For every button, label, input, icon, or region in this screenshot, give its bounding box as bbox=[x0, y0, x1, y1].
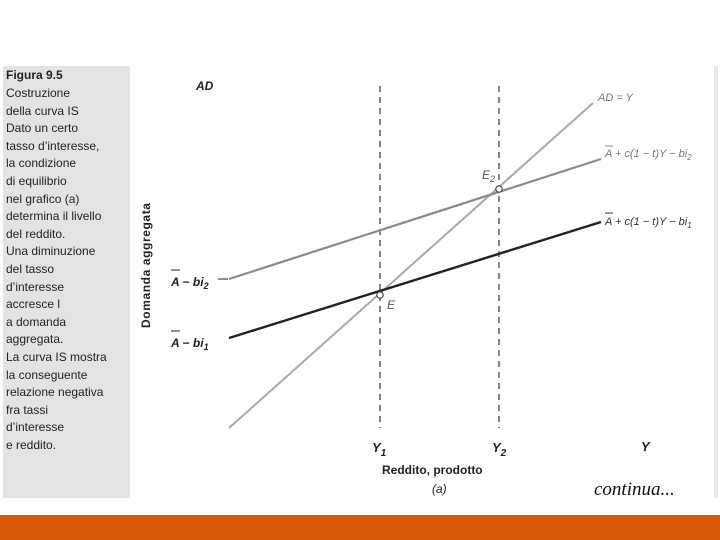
continua-text: continua... bbox=[594, 479, 675, 500]
caption-line: del tasso bbox=[6, 261, 55, 276]
caption-line: la condizione bbox=[6, 156, 77, 171]
caption-line: a domanda bbox=[6, 314, 67, 329]
caption-text: Costruzione della curva IS Dato un certo… bbox=[6, 85, 128, 454]
x-tick-y2: Y2 bbox=[492, 440, 507, 459]
x-tick-y1: Y1 bbox=[372, 440, 387, 459]
y-axis-side-label: Domanda aggregata bbox=[139, 202, 153, 328]
label-e: E bbox=[387, 298, 396, 312]
caption-panel bbox=[3, 66, 129, 498]
caption-line: relazione negativa bbox=[6, 385, 104, 400]
ad-equals-y-line bbox=[228, 102, 594, 429]
caption-line: Una diminuzione bbox=[6, 244, 96, 259]
caption-line: determina il livello bbox=[6, 209, 102, 224]
panel-label: (a) bbox=[432, 482, 447, 496]
label-e2: E2 bbox=[482, 168, 495, 184]
caption-line: nel grafico (a) bbox=[6, 191, 80, 206]
intercept-lower-label: A − bi1 bbox=[170, 336, 209, 352]
label-ad-upper: A + c(1 − t)Y − bi2 bbox=[604, 148, 692, 162]
intercept-upper-label: A − bi2 bbox=[170, 275, 209, 291]
caption-line: La curva IS mostra bbox=[6, 349, 107, 364]
caption-line: del reddito. bbox=[6, 226, 66, 241]
caption-line: della curva IS bbox=[6, 103, 79, 118]
label-ad-lower: A + c(1 − t)Y − bi1 bbox=[604, 216, 692, 230]
caption-title: Figura 9.5 bbox=[6, 68, 63, 82]
ad-line-lower bbox=[228, 220, 602, 340]
caption-line: fra tassi bbox=[6, 402, 49, 417]
caption-line: Costruzione bbox=[6, 86, 71, 100]
plot-area bbox=[130, 66, 714, 498]
caption-line: d’interesse bbox=[6, 420, 65, 435]
label-ad-equals-y: AD = Y bbox=[597, 92, 634, 104]
caption-line: tasso d’interesse, bbox=[6, 138, 100, 153]
caption-line: la conseguente bbox=[6, 367, 88, 382]
caption-line: aggregata. bbox=[6, 332, 64, 347]
caption-line: e reddito. bbox=[6, 437, 57, 452]
ad-line-upper bbox=[228, 157, 602, 281]
x-axis-label: Reddito, prodotto bbox=[382, 463, 483, 477]
point-e bbox=[376, 291, 384, 299]
caption-line: di equilibrio bbox=[6, 173, 67, 188]
y-axis-title: AD bbox=[195, 79, 214, 93]
x-axis-title: Y bbox=[641, 439, 651, 454]
caption-line: d’interesse bbox=[6, 279, 65, 294]
point-e2 bbox=[495, 185, 503, 193]
caption-line: accresce l bbox=[6, 297, 61, 312]
footer-bar bbox=[0, 515, 720, 540]
caption-line: Dato un certo bbox=[6, 121, 79, 136]
